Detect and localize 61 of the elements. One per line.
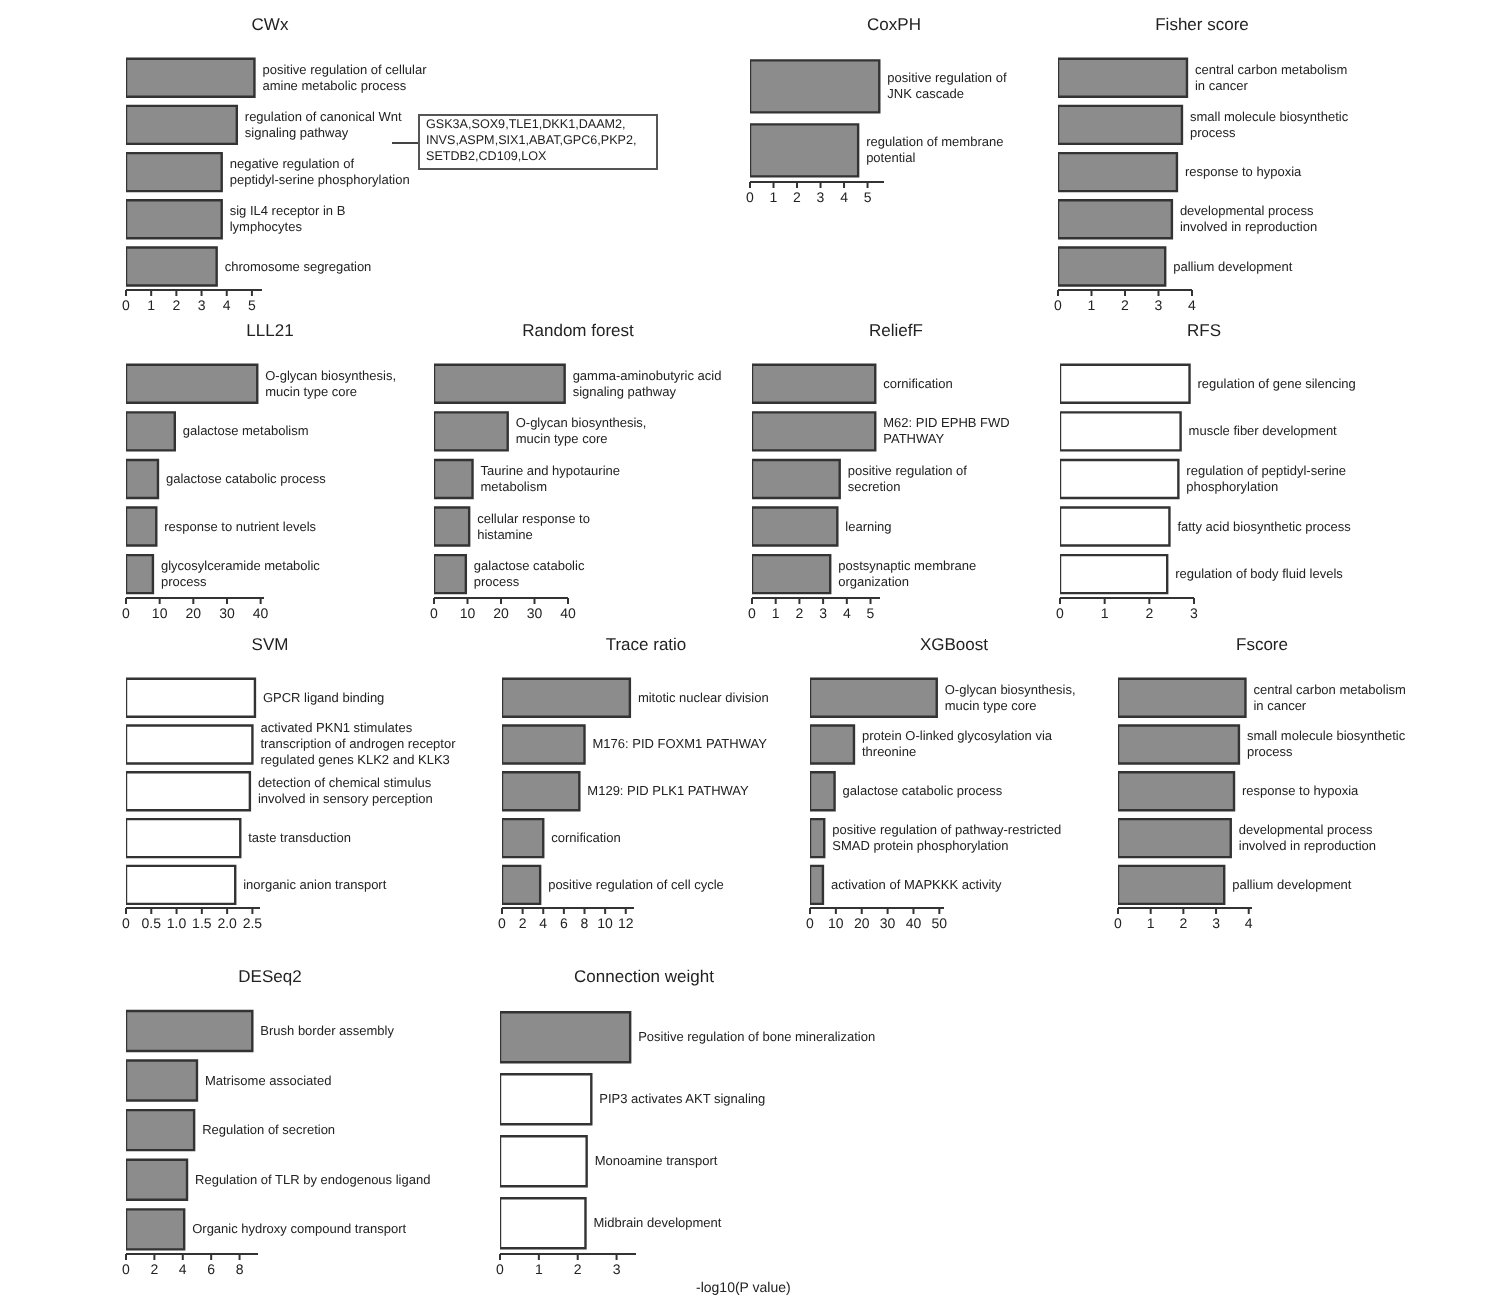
bar xyxy=(1058,151,1179,193)
bar xyxy=(752,363,877,404)
bar xyxy=(502,677,632,718)
bar xyxy=(500,1011,632,1064)
bar xyxy=(126,458,160,500)
chart-title: DESeq2 xyxy=(236,966,304,986)
bar xyxy=(1058,57,1189,98)
bar xyxy=(126,151,223,193)
bar xyxy=(810,677,938,718)
bar xyxy=(752,411,877,452)
bar xyxy=(126,506,158,547)
bar xyxy=(126,1009,254,1053)
bar xyxy=(126,771,252,812)
bar xyxy=(126,363,259,404)
bar xyxy=(1058,199,1174,240)
chart-title: CWx xyxy=(249,14,291,34)
bar xyxy=(126,817,242,859)
bar xyxy=(434,506,471,547)
bar xyxy=(500,1197,587,1250)
bar xyxy=(126,1059,199,1102)
bar xyxy=(1060,506,1171,547)
chart-title: XGBoost xyxy=(917,634,991,654)
bar xyxy=(1118,724,1241,765)
bar xyxy=(126,677,257,718)
bar xyxy=(1118,677,1247,718)
bar xyxy=(752,458,841,500)
bar xyxy=(1060,458,1180,500)
bar xyxy=(1060,411,1182,452)
bar xyxy=(434,411,509,452)
chart-title: SVM xyxy=(249,634,291,654)
chart-title: Trace ratio xyxy=(603,634,689,654)
bar xyxy=(126,1108,196,1152)
bar xyxy=(810,817,826,859)
bar xyxy=(126,724,254,765)
bar xyxy=(502,771,581,812)
bar xyxy=(502,724,586,765)
bar xyxy=(126,411,176,452)
bar xyxy=(434,363,566,404)
bar xyxy=(1060,363,1191,404)
bar xyxy=(502,817,545,859)
bar xyxy=(810,771,836,812)
bar xyxy=(126,104,239,146)
bar xyxy=(1058,104,1184,146)
chart-title: CoxPH xyxy=(865,14,923,34)
bar xyxy=(434,458,474,500)
bar xyxy=(752,506,839,547)
bar xyxy=(500,1073,593,1126)
bar xyxy=(126,1158,189,1201)
bar xyxy=(126,57,256,98)
bar xyxy=(126,199,223,240)
bar xyxy=(1118,771,1236,812)
chart-title: ReliefF xyxy=(867,320,925,340)
bar xyxy=(1118,817,1232,859)
chart-title: Connection weight xyxy=(572,966,716,986)
bar xyxy=(500,1135,588,1188)
chart-title: Fisher score xyxy=(1153,14,1251,34)
chart-title: RFS xyxy=(1185,320,1223,340)
chart-title: Fscore xyxy=(1234,634,1290,654)
chart-title: Random forest xyxy=(520,320,636,340)
bar xyxy=(810,724,856,765)
chart-title: LLL21 xyxy=(244,320,296,340)
